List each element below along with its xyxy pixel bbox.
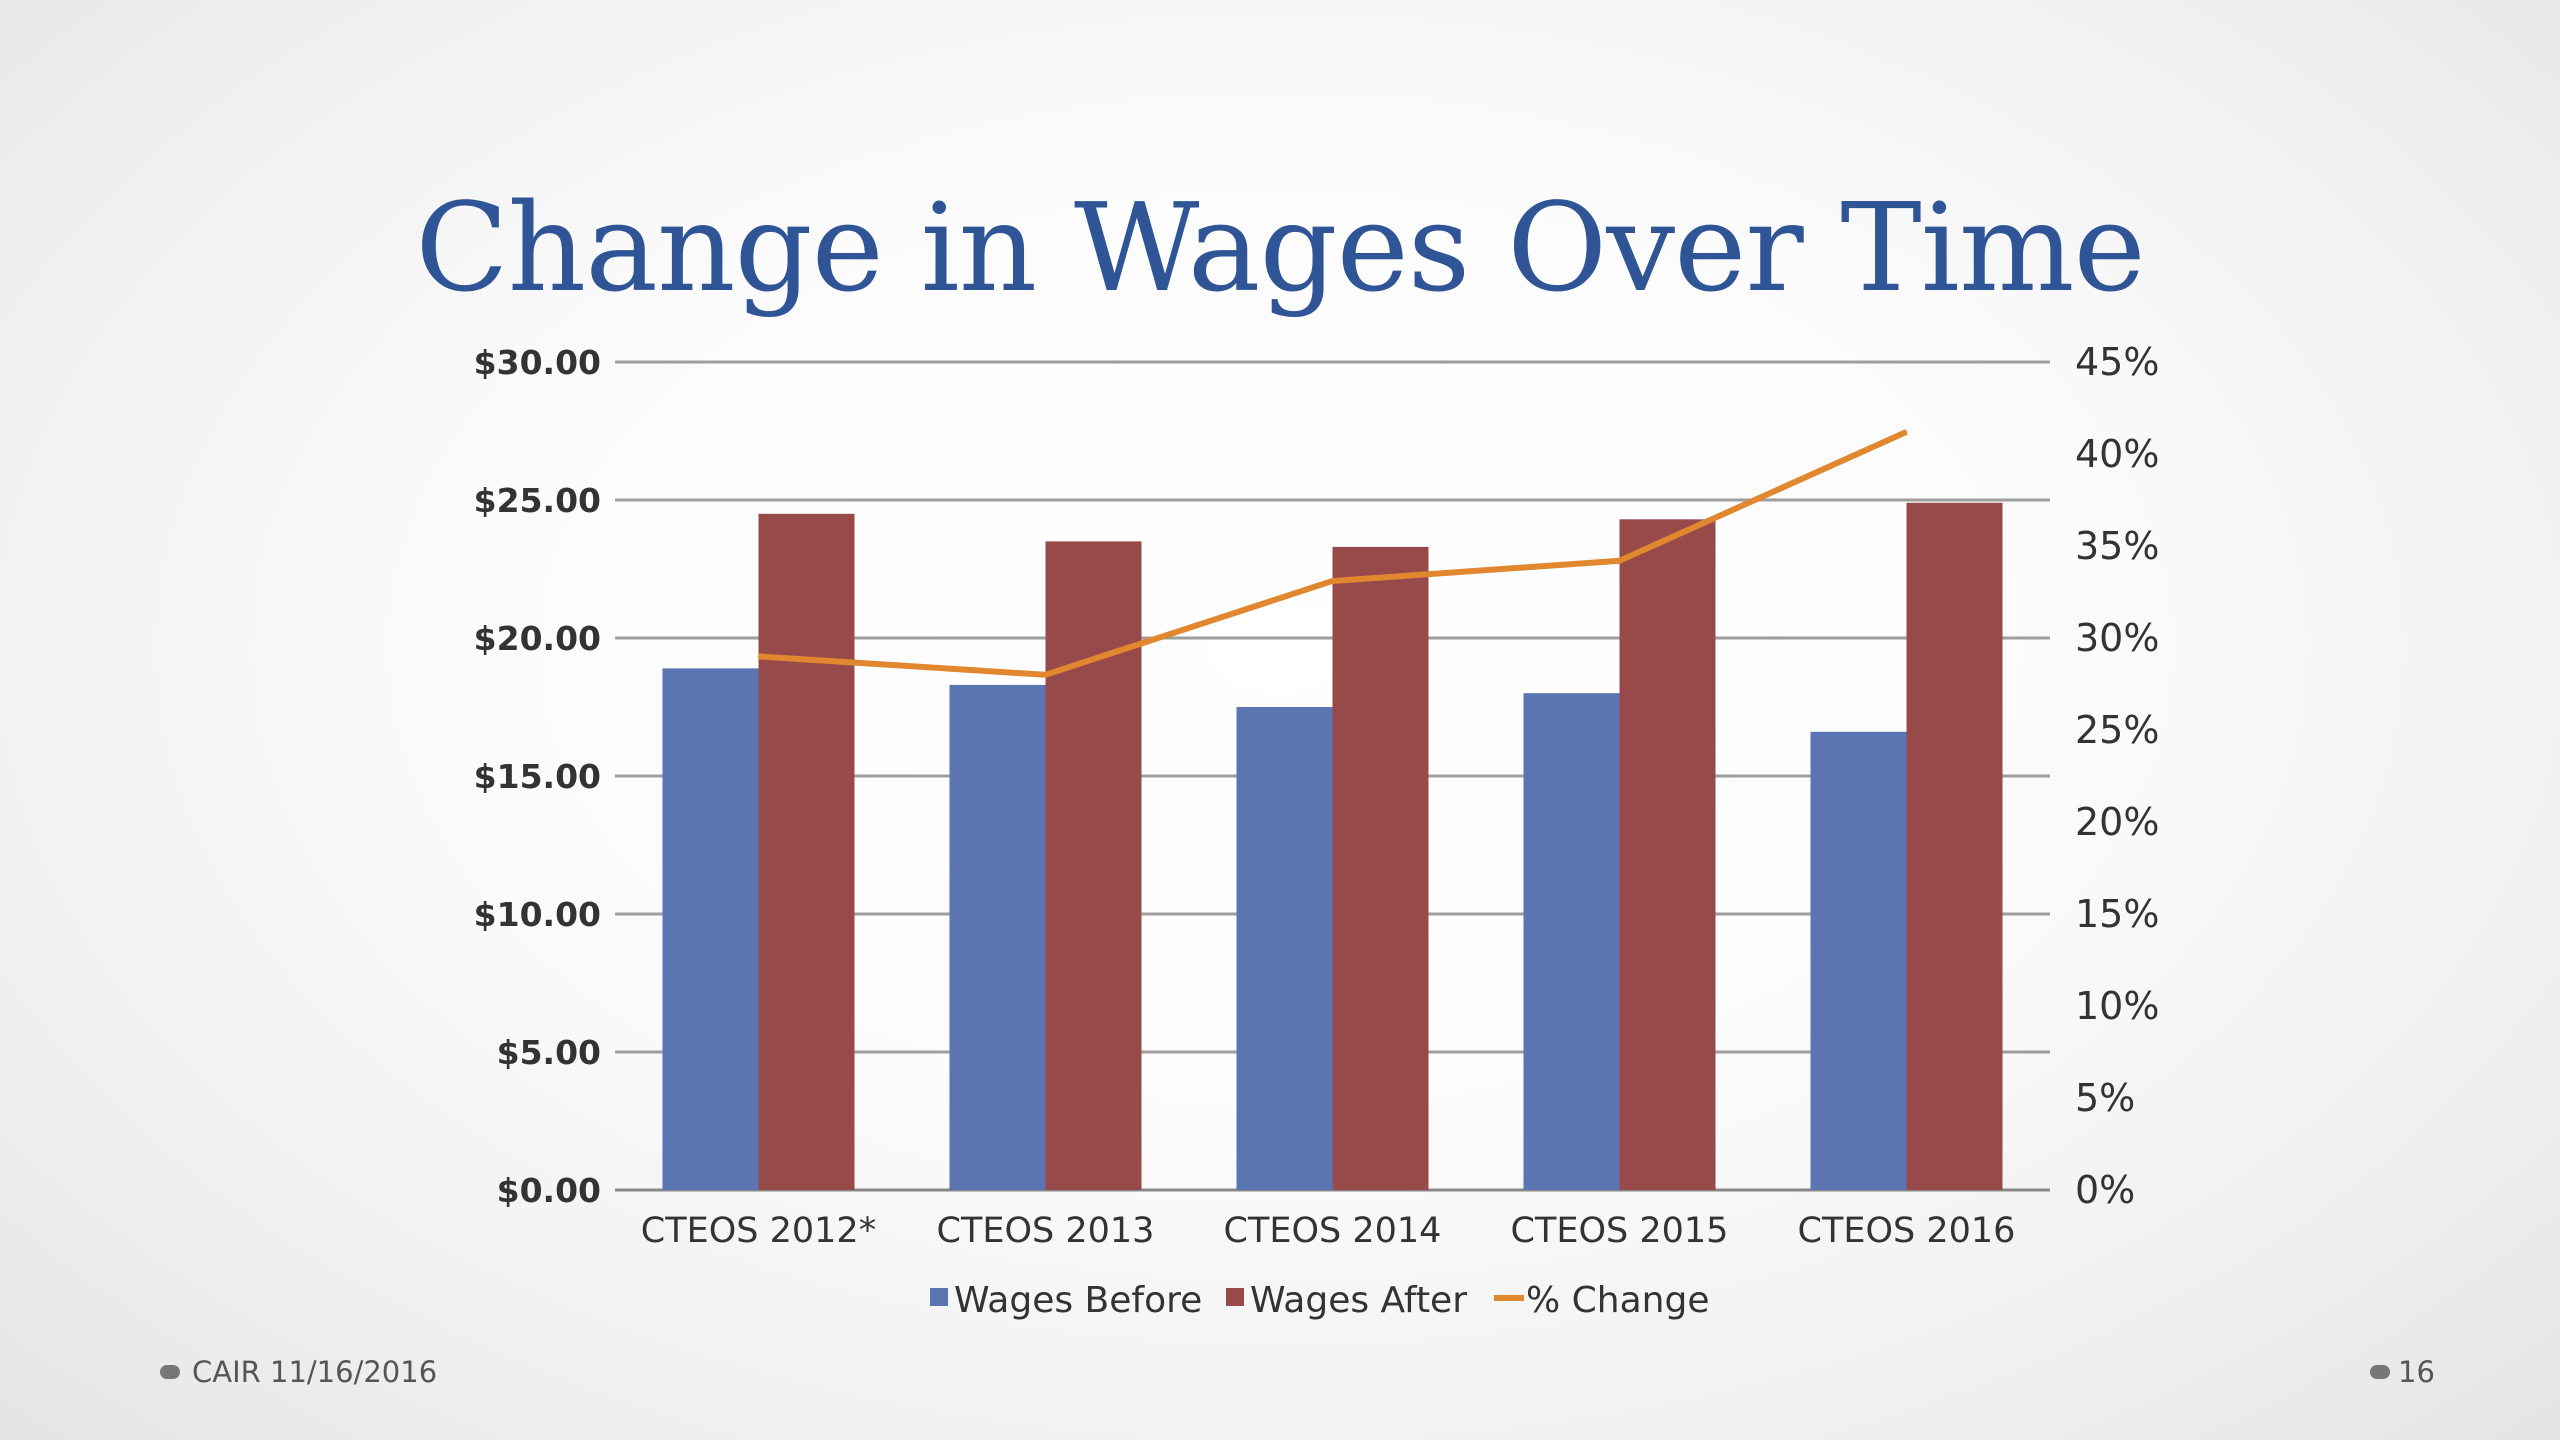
- line-point: [1618, 559, 1621, 562]
- legend: Wages Before Wages After % Change: [930, 1280, 1709, 1321]
- axes: $0.00 $5.00 $10.00 $15.00 $20.00 $25.00 $30.00…: [474, 340, 2160, 1251]
- y-right-tick-label: 45%: [2075, 340, 2159, 384]
- bars: [662, 502, 2003, 1190]
- y-right-tick-label: 5%: [2075, 1076, 2135, 1120]
- y-right-tick-label: 15%: [2075, 892, 2159, 936]
- footer-left: CAIR 11/16/2016: [160, 1352, 437, 1392]
- line-point: [1905, 430, 1908, 433]
- y-right-tick-label: 20%: [2075, 800, 2159, 844]
- footer-date-text: CAIR 11/16/2016: [192, 1355, 438, 1389]
- y-left-tick-label: $0.00: [497, 1171, 601, 1210]
- y-left-tick-label: $10.00: [474, 895, 601, 934]
- line-point: [1331, 579, 1334, 582]
- y-left-tick-label: $30.00: [474, 343, 601, 382]
- bar-wages-before: [1236, 707, 1333, 1190]
- page-number: 16: [2398, 1355, 2435, 1389]
- bar-wages-before: [1810, 731, 1907, 1190]
- percent-change-line: [757, 429, 1908, 678]
- y-right-tick-label: 10%: [2075, 984, 2159, 1028]
- legend-label-wages-after: Wages After: [1250, 1280, 1467, 1321]
- x-tick-label: CTEOS 2015: [1511, 1211, 1729, 1251]
- bar-wages-before: [662, 668, 759, 1190]
- y-left-tick-label: $15.00: [474, 757, 601, 796]
- x-tick-label: CTEOS 2016: [1798, 1211, 2016, 1251]
- bar-wages-after: [1045, 541, 1142, 1190]
- x-tick-label: CTEOS 2014: [1224, 1211, 1442, 1251]
- slide-title: Change in Wages Over Time: [415, 177, 2145, 319]
- line-point: [757, 655, 760, 658]
- y-left-tick-label: $5.00: [497, 1033, 601, 1072]
- legend-label-change: % Change: [1526, 1280, 1709, 1321]
- bar-wages-after: [1619, 519, 1716, 1190]
- legend-swatch-wages-after: [1226, 1288, 1244, 1306]
- y-left-tick-label: $20.00: [474, 619, 601, 658]
- y-left-tick-label: $25.00: [474, 481, 601, 520]
- y-right-tick-label: 30%: [2075, 616, 2159, 660]
- legend-label-wages-before: Wages Before: [954, 1280, 1202, 1321]
- bar-wages-after: [1332, 546, 1429, 1190]
- legend-swatch-wages-before: [930, 1288, 948, 1306]
- bar-wages-before: [949, 684, 1046, 1190]
- bar-wages-before: [1523, 693, 1620, 1190]
- bullet-icon: [2370, 1365, 2390, 1379]
- x-tick-label: CTEOS 2012*: [641, 1211, 876, 1251]
- line-point: [1044, 673, 1047, 676]
- footer-right: 16: [2370, 1352, 2435, 1392]
- y-right-tick-label: 35%: [2075, 524, 2159, 568]
- bar-wages-after: [1906, 502, 2003, 1190]
- bullet-icon: [160, 1365, 180, 1379]
- y-right-tick-label: 0%: [2075, 1168, 2135, 1212]
- bar-wages-after: [758, 513, 855, 1190]
- y-right-tick-label: 25%: [2075, 708, 2159, 752]
- x-tick-label: CTEOS 2013: [937, 1211, 1155, 1251]
- y-right-tick-label: 40%: [2075, 432, 2159, 476]
